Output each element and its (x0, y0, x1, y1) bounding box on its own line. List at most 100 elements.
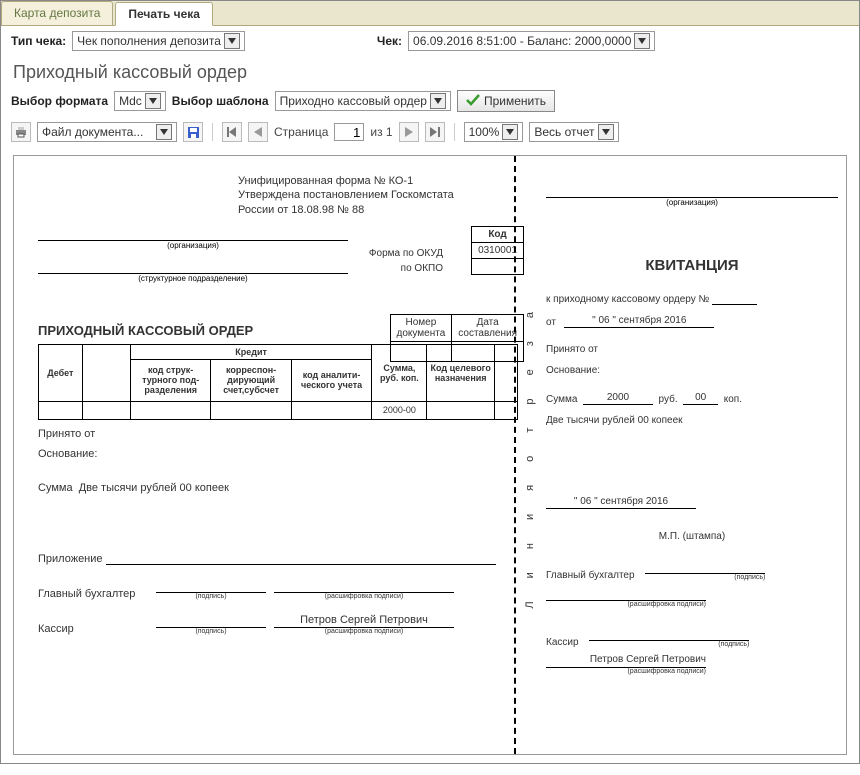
grid-credit-h: Кредит (130, 344, 371, 359)
r-cashier-name: Петров Сергей Петрович (546, 654, 706, 668)
grid-cell (291, 401, 371, 419)
nav-first-icon[interactable] (222, 122, 242, 142)
template-select[interactable]: Приходно кассовый ордер (275, 91, 451, 111)
grid-empty-h (82, 344, 130, 401)
report-mode-value: Весь отчет (534, 125, 594, 139)
receipt-title: КВИТАНЦИЯ (546, 257, 838, 274)
check-type-label: Тип чека: (11, 34, 66, 48)
decode-caption: (расшифровка подписи) (274, 628, 454, 635)
tab-print-check[interactable]: Печать чека (115, 2, 213, 26)
save-icon[interactable] (183, 122, 203, 142)
app-window: Карта депозита Печать чека Тип чека: Чек… (0, 0, 860, 764)
chevron-down-icon[interactable] (145, 93, 161, 109)
org-caption: (организация) (38, 241, 348, 250)
document-viewport[interactable]: Унифицированная форма № КО-1 Утверждена … (13, 155, 847, 775)
page-of: из 1 (370, 125, 392, 139)
r-date-row: от " 06 " сентября 2016 (546, 315, 838, 328)
org-line (38, 227, 348, 241)
check-icon (466, 94, 480, 109)
r-decode-caption: (расшифровка подписи) (546, 601, 706, 608)
file-doc-select[interactable]: Файл документа... (37, 122, 177, 142)
code-labels: Форма по ОКУД по ОКПО (369, 246, 443, 276)
grid-cell (211, 401, 291, 419)
sig-line (156, 614, 266, 628)
form-header-line1: Унифицированная форма № КО-1 (238, 174, 528, 188)
cashier-name: Петров Сергей Петрович (274, 614, 454, 628)
r-sum-rub: 2000 (583, 392, 653, 405)
chevron-down-icon[interactable] (224, 33, 240, 49)
r-date: " 06 " сентября 2016 (564, 315, 714, 328)
struct-line (38, 260, 348, 274)
zoom-select[interactable]: 100% (464, 122, 524, 142)
nav-prev-icon[interactable] (248, 122, 268, 142)
chevron-down-icon[interactable] (634, 33, 650, 49)
check-type-value: Чек пополнения депозита (77, 34, 221, 48)
check-select[interactable]: 06.09.2016 8:51:00 - Баланс: 2000,0000 (408, 31, 655, 51)
date-cell (452, 342, 524, 362)
accepted-from-row: Принято от (38, 428, 528, 440)
r-sum-row: Сумма 2000 руб. 00 коп. (546, 392, 838, 405)
r-sum-kop: 00 (683, 392, 718, 405)
file-doc-value: Файл документа... (42, 125, 153, 139)
grid-cell (130, 401, 210, 419)
doc-left-panel: Унифицированная форма № КО-1 Утверждена … (38, 174, 528, 736)
chevron-down-icon[interactable] (430, 93, 446, 109)
sig-caption: (подпись) (156, 628, 266, 635)
tab-deposit-card[interactable]: Карта депозита (1, 1, 113, 25)
apply-button[interactable]: Применить (457, 90, 555, 112)
form-header-line3: России от 18.08.98 № 88 (238, 203, 528, 217)
print-icon[interactable] (11, 122, 31, 142)
r-org-line (546, 184, 838, 198)
doc-right-panel: (организация) КВИТАНЦИЯ к приходному кас… (528, 174, 846, 736)
report-mode-select[interactable]: Весь отчет (529, 122, 618, 142)
r-org-caption: (организация) (546, 198, 838, 207)
grid-analytic-h: код аналити-ческого учета (291, 359, 371, 401)
grid-sum-value: 2000-00 (372, 401, 427, 419)
sum-text-label: Сумма (38, 482, 73, 494)
r-date2-row: " 06 " сентября 2016 (546, 496, 838, 509)
num-doc-cell (390, 342, 452, 362)
attachment-line (106, 552, 496, 565)
chevron-down-icon[interactable] (502, 124, 518, 140)
format-label: Выбор формата (11, 94, 108, 108)
bar-viewer-tools: Файл документа... Страница из 1 100% (1, 117, 859, 147)
sum-text-value: Две тысячи рублей 00 копеек (79, 482, 229, 494)
separator (454, 123, 455, 141)
form-header-line2: Утверждена постановлением Госкомстата (238, 188, 528, 202)
attachment-row: Приложение (38, 552, 528, 565)
nav-last-icon[interactable] (425, 122, 445, 142)
r-sig-caption: (подпись) (589, 641, 749, 648)
page-title: Приходный кассовый ордер (1, 56, 859, 85)
r-sum-words: Две тысячи рублей 00 копеек (546, 415, 838, 426)
r-sig-line (589, 627, 749, 641)
format-value: Mdc (119, 94, 142, 108)
check-type-select[interactable]: Чек пополнения депозита (72, 31, 245, 51)
cashier-row: Кассир (подпись) Петров Сергей Петрович … (38, 614, 528, 635)
basis-label: Основание: (38, 448, 97, 460)
chief-acc-label: Главный бухгалтер (38, 588, 148, 600)
sig-line (156, 579, 266, 593)
template-label: Выбор шаблона (172, 94, 269, 108)
decode-caption: (расшифровка подписи) (274, 593, 454, 600)
r-mp: М.П. (штампа) (546, 531, 838, 542)
page-input[interactable] (334, 123, 364, 141)
check-label: Чек: (377, 34, 402, 48)
sum-text-row: Сумма Две тысячи рублей 00 копеек (38, 482, 528, 494)
struct-caption: (структурное подразделение) (38, 274, 348, 283)
chief-acc-row: Главный бухгалтер (подпись) (расшифровка… (38, 579, 528, 600)
format-select[interactable]: Mdc (114, 91, 166, 111)
r-date2: " 06 " сентября 2016 (546, 496, 696, 509)
sig-caption: (подпись) (156, 593, 266, 600)
page-label: Страница (274, 125, 328, 139)
grid-corr-h: корреспон-дирующий счет,субсчет (211, 359, 291, 401)
check-value: 06.09.2016 8:51:00 - Баланс: 2000,0000 (413, 34, 631, 48)
chevron-down-icon[interactable] (598, 124, 614, 140)
decode-line (274, 579, 454, 593)
nav-next-icon[interactable] (399, 122, 419, 142)
chevron-down-icon[interactable] (156, 124, 172, 140)
apply-label: Применить (484, 94, 546, 108)
template-value: Приходно кассовый ордер (280, 94, 427, 108)
grid-cell (39, 401, 83, 419)
grid-debit-h: Дебет (39, 344, 83, 401)
r-decode-caption: (расшифровка подписи) (546, 668, 706, 675)
